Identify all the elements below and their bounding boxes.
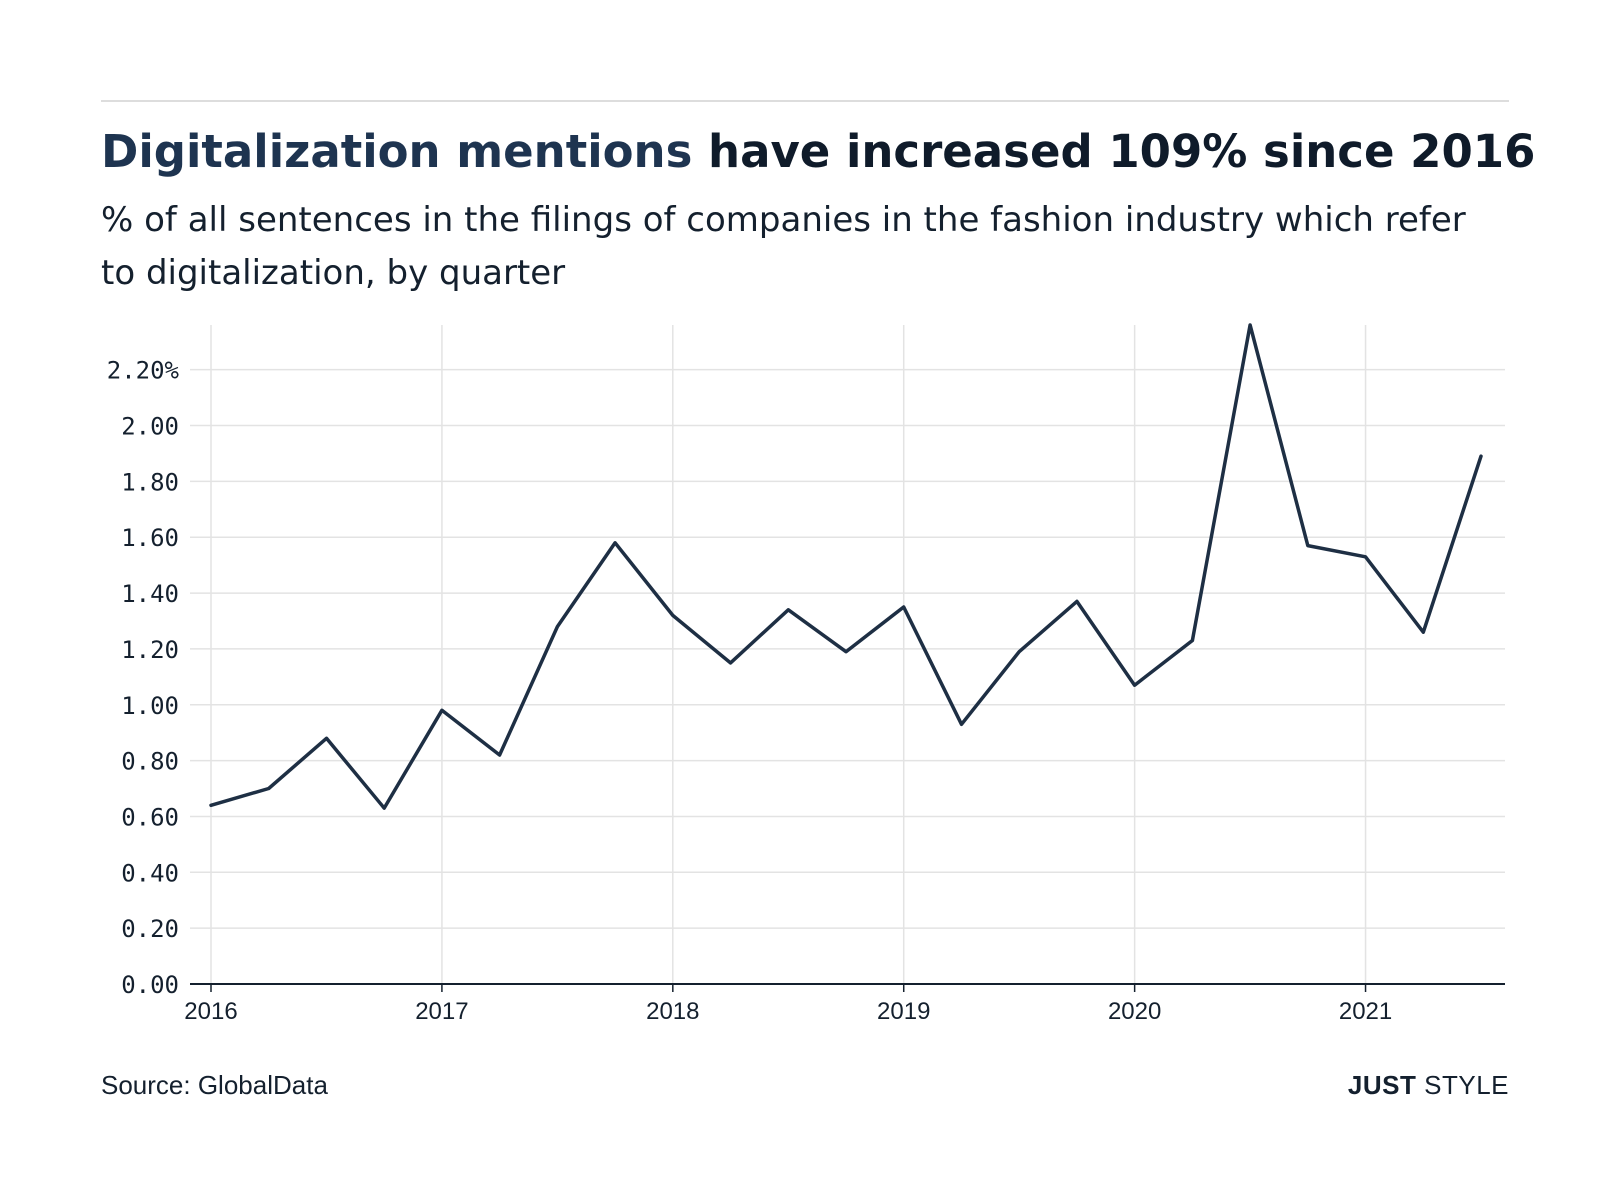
source-note: Source: GlobalData bbox=[101, 1070, 328, 1100]
y-tick-label: 1.60 bbox=[121, 524, 179, 552]
x-tick-label: 2021 bbox=[1339, 998, 1392, 1025]
y-tick-label: 0.80 bbox=[121, 748, 179, 776]
y-tick-label: 0.60 bbox=[121, 803, 179, 831]
grid-layer bbox=[190, 325, 1505, 984]
x-tick-label: 2017 bbox=[415, 998, 468, 1025]
x-tick-label: 2016 bbox=[184, 998, 237, 1025]
line-chart: 0.00 0.20 0.40 0.60 0.80 1.00 1.20 1.40 1.60 1.80… bbox=[107, 323, 1505, 1025]
series-layer bbox=[209, 323, 1483, 810]
x-tick-label: 2020 bbox=[1108, 998, 1161, 1025]
y-tick-label: 0.40 bbox=[121, 859, 179, 887]
y-tick-label: 2.20% bbox=[107, 357, 180, 385]
logo-bold-text: JUST bbox=[1347, 1070, 1417, 1100]
x-tick-label: 2019 bbox=[877, 998, 930, 1025]
axis-layer bbox=[190, 983, 1505, 992]
logo-light-text: STYLE bbox=[1424, 1070, 1509, 1100]
chart-title: Digitalization mentions have increased 1… bbox=[101, 122, 1535, 182]
brand-logo: JUST STYLE bbox=[1348, 1070, 1509, 1101]
y-tick-label: 1.20 bbox=[121, 636, 179, 664]
x-tick-label: 2018 bbox=[646, 998, 699, 1025]
y-tick-label: 1.40 bbox=[121, 580, 179, 608]
x-tick-labels: 2016 2017 2018 2019 2020 2021 bbox=[184, 998, 1392, 1025]
title-rest: have increased 109% since 2016 bbox=[692, 125, 1536, 178]
y-tick-label: 1.00 bbox=[121, 692, 179, 720]
y-tick-label: 0.00 bbox=[121, 971, 179, 999]
y-tick-label: 0.20 bbox=[121, 915, 179, 943]
y-tick-label: 1.80 bbox=[121, 468, 179, 496]
y-tick-labels: 0.00 0.20 0.40 0.60 0.80 1.00 1.20 1.40 1.60 1.80… bbox=[107, 357, 180, 999]
top-divider bbox=[101, 100, 1509, 102]
series-line bbox=[209, 323, 1483, 810]
chart-subtitle: % of all sentences in the filings of com… bbox=[101, 200, 1466, 293]
y-tick-label: 2.00 bbox=[121, 413, 179, 441]
title-highlight: Digitalization mentions bbox=[101, 125, 693, 178]
